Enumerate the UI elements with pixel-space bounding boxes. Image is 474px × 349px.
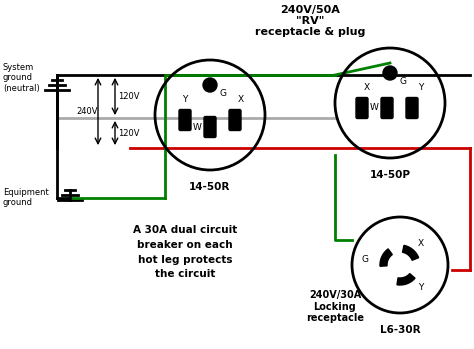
FancyBboxPatch shape — [381, 97, 393, 119]
Text: G: G — [220, 89, 227, 97]
Text: "RV": "RV" — [296, 16, 324, 26]
Polygon shape — [402, 245, 419, 260]
Text: G: G — [362, 255, 369, 265]
Polygon shape — [380, 249, 392, 266]
Text: Y: Y — [418, 83, 423, 92]
Polygon shape — [397, 274, 415, 285]
Text: G: G — [400, 76, 407, 86]
FancyBboxPatch shape — [179, 110, 191, 131]
Circle shape — [383, 66, 397, 80]
FancyBboxPatch shape — [229, 110, 241, 131]
Text: W: W — [193, 122, 202, 132]
Text: 240V/50A: 240V/50A — [280, 5, 340, 15]
Text: X: X — [364, 83, 370, 92]
FancyBboxPatch shape — [204, 117, 216, 138]
Text: Y: Y — [418, 282, 423, 291]
Text: Y: Y — [182, 96, 187, 104]
Text: receptacle & plug: receptacle & plug — [255, 27, 365, 37]
Text: X: X — [238, 96, 244, 104]
Text: X: X — [418, 238, 424, 247]
Text: W: W — [370, 104, 379, 112]
Text: 240V: 240V — [76, 107, 98, 116]
Text: 240V/30A
Locking
receptacle: 240V/30A Locking receptacle — [306, 290, 364, 323]
Text: 120V: 120V — [118, 92, 139, 101]
Text: 14-50P: 14-50P — [370, 170, 410, 180]
FancyBboxPatch shape — [356, 97, 368, 119]
Text: L6-30R: L6-30R — [380, 325, 420, 335]
FancyBboxPatch shape — [406, 97, 418, 119]
Text: 120V: 120V — [118, 128, 139, 138]
Text: A 30A dual circuit
breaker on each
hot leg protects
the circuit: A 30A dual circuit breaker on each hot l… — [133, 225, 237, 280]
Circle shape — [203, 78, 217, 92]
Text: Equipment
ground: Equipment ground — [3, 188, 49, 207]
Text: 14-50R: 14-50R — [189, 182, 231, 192]
Text: System
ground
(neutral): System ground (neutral) — [3, 63, 40, 93]
